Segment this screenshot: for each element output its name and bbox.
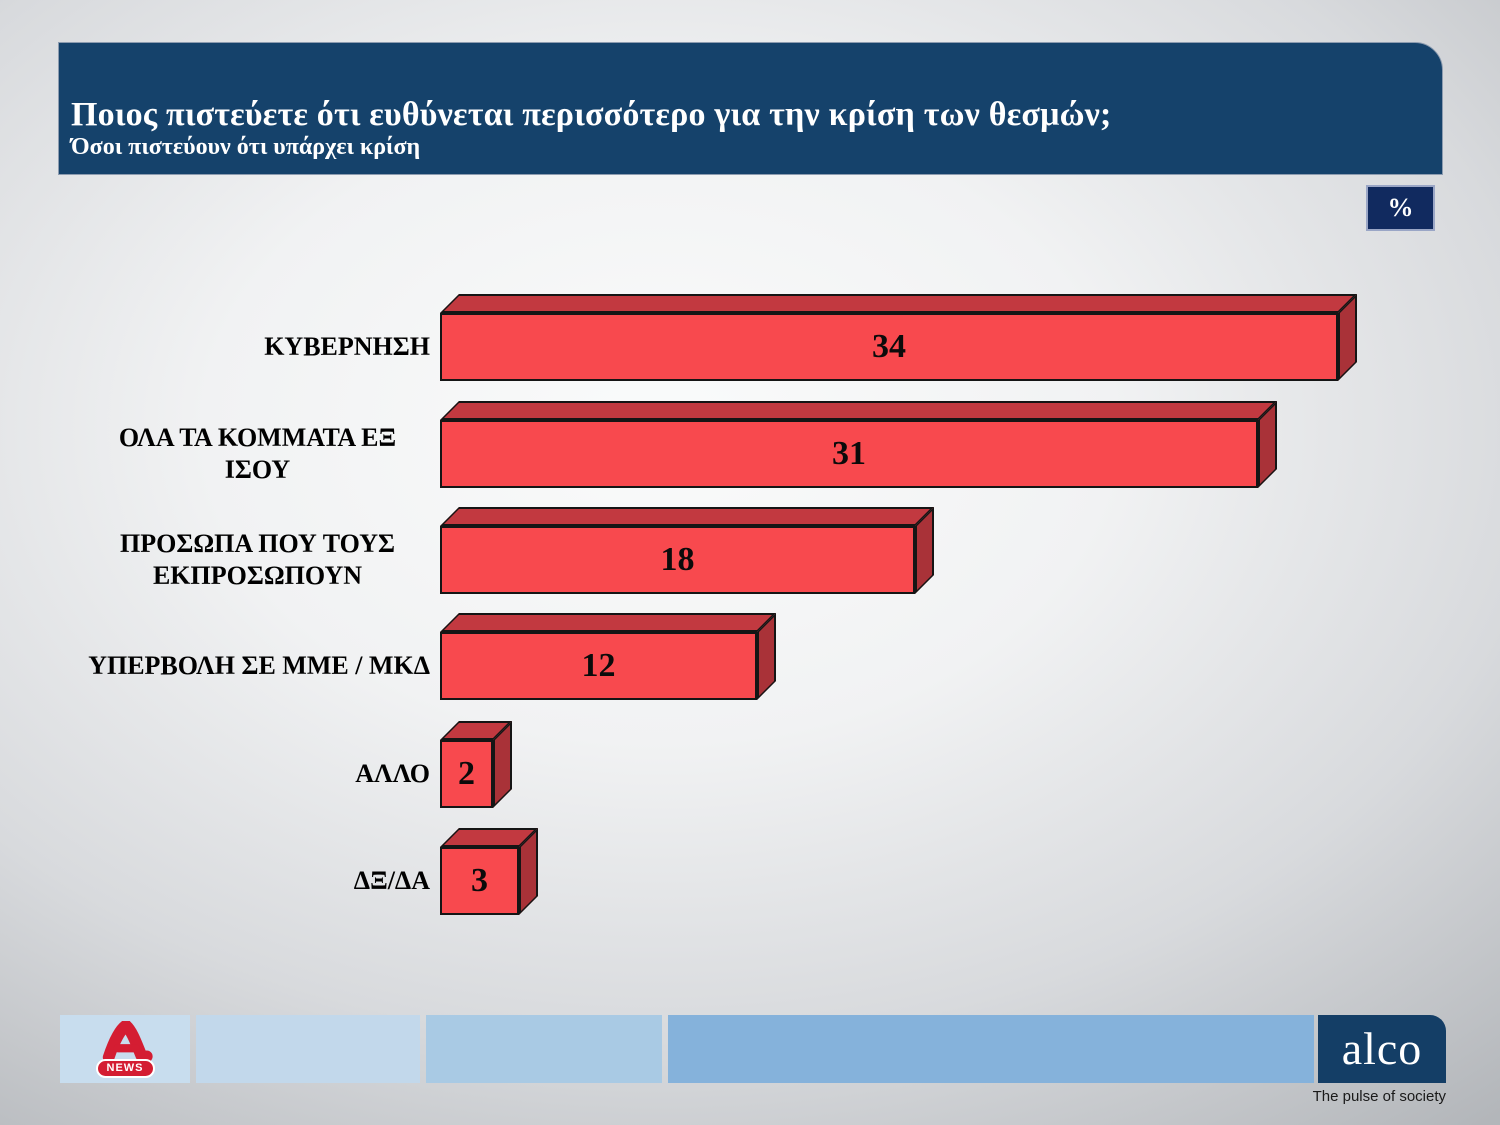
category-label-text: ΥΠΕΡΒΟΛΗ ΣΕ ΜΜΕ / ΜΚΔ — [88, 650, 430, 680]
bar-row: ΟΛΑ ΤΑ ΚΟΜΜΑΤΑ ΕΞ ΙΣΟΥ 31 — [0, 401, 1500, 488]
category-label: ΥΠΕΡΒΟΛΗ ΣΕ ΜΜΕ / ΜΚΔ — [85, 632, 430, 700]
percent-unit-badge: % — [1366, 185, 1435, 231]
bar-front-face: 2 — [440, 740, 493, 808]
percent-unit-label: % — [1387, 193, 1414, 222]
footer-block-3 — [426, 1015, 662, 1083]
value-label: 12 — [581, 647, 616, 684]
value-label: 34 — [872, 328, 906, 365]
footer-block-4 — [668, 1015, 1314, 1083]
category-label-text: ΔΞ/ΔΑ — [353, 865, 430, 895]
bar-front-face: 34 — [440, 313, 1338, 381]
bar-row: ΥΠΕΡΒΟΛΗ ΣΕ ΜΜΕ / ΜΚΔ 12 — [0, 613, 1500, 700]
value-label: 31 — [832, 435, 866, 472]
category-label: ΚΥΒΕΡΝΗΣΗ — [85, 313, 430, 381]
category-label: ΔΞ/ΔΑ — [85, 847, 430, 915]
page-title: Ποιος πιστεύετε ότι ευθύνεται περισσότερ… — [71, 96, 1112, 134]
bar-3d: 3 — [440, 828, 538, 915]
alco-logo-text: alco — [1341, 1023, 1423, 1074]
alco-tagline: The pulse of society — [1312, 1088, 1446, 1105]
category-label-text: ΠΡΟΣΩΠΑ ΠΟΥ ΤΟΥΣ ΕΚΠΡΟΣΩΠΟΥΝ — [120, 528, 395, 591]
category-label: ΠΡΟΣΩΠΑ ΠΟΥ ΤΟΥΣ ΕΚΠΡΟΣΩΠΟΥΝ — [85, 526, 430, 594]
category-label-text: ΚΥΒΕΡΝΗΣΗ — [264, 331, 430, 361]
alpha-news-badge: NEWS — [95, 1058, 155, 1078]
bar-row: ΑΛΛΟ 2 — [0, 721, 1500, 808]
bar-front-face: 12 — [440, 632, 757, 700]
bar-front-face: 18 — [440, 526, 915, 594]
title-banner: Ποιος πιστεύετε ότι ευθύνεται περισσότερ… — [58, 42, 1443, 175]
value-label: 18 — [660, 541, 695, 578]
page-subtitle: Όσοι πιστεύουν ότι υπάρχει κρίση — [71, 134, 421, 161]
bar-row: ΔΞ/ΔΑ 3 — [0, 828, 1500, 915]
category-label: ΟΛΑ ΤΑ ΚΟΜΜΑΤΑ ΕΞ ΙΣΟΥ — [85, 420, 430, 488]
footer-block-alpha: NEWS — [60, 1015, 190, 1083]
bar-3d: 2 — [440, 721, 512, 808]
alpha-logo-icon — [102, 1020, 153, 1061]
bar-row: ΚΥΒΕΡΝΗΣΗ 34 — [0, 294, 1500, 381]
category-label-text: ΑΛΛΟ — [355, 758, 430, 788]
bar-top-face — [440, 507, 934, 526]
category-label: ΑΛΛΟ — [85, 740, 430, 808]
alco-logo: alco — [1318, 1015, 1446, 1083]
bar-front-face: 3 — [440, 847, 519, 915]
bar-3d: 31 — [440, 401, 1277, 488]
bar-top-face — [440, 401, 1277, 420]
bar-3d: 12 — [440, 613, 776, 700]
bar-3d: 34 — [440, 294, 1357, 381]
bar-3d: 18 — [440, 507, 934, 594]
value-label: 3 — [471, 862, 488, 899]
bar-top-face — [440, 294, 1357, 313]
value-label: 2 — [458, 755, 475, 792]
footer-block-2 — [196, 1015, 420, 1083]
bar-front-face: 31 — [440, 420, 1258, 488]
bar-top-face — [440, 613, 776, 632]
category-label-text: ΟΛΑ ΤΑ ΚΟΜΜΑΤΑ ΕΞ ΙΣΟΥ — [118, 422, 397, 485]
bar-row: ΠΡΟΣΩΠΑ ΠΟΥ ΤΟΥΣ ΕΚΠΡΟΣΩΠΟΥΝ 18 — [0, 507, 1500, 594]
